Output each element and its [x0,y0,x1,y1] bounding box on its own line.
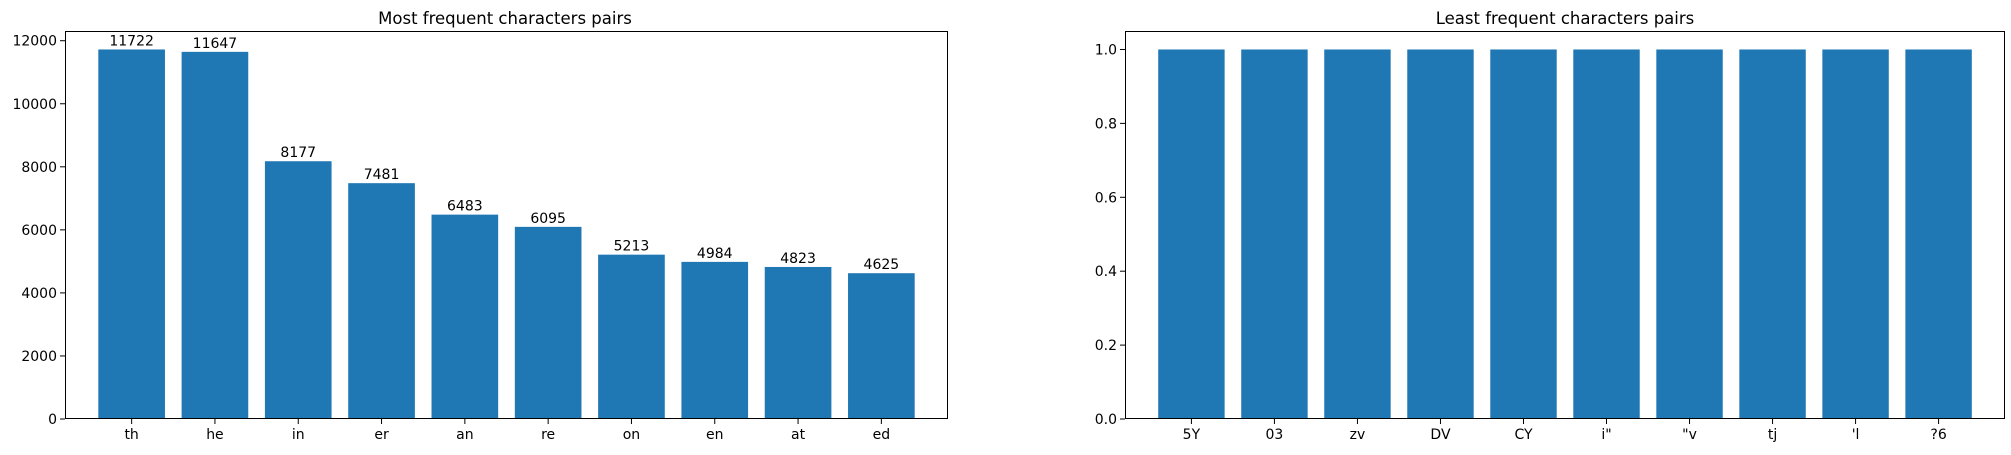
bar-0-2 [264,161,332,420]
x-tick-label: CY [1514,427,1533,443]
x-tick-label: DV [1430,427,1451,443]
x-tick-label: he [206,427,224,443]
x-tick-label: 5Y [1183,427,1201,443]
bar-0-4 [431,214,499,419]
data-label: 8177 [280,145,316,161]
x-tick-label: on [623,427,640,443]
bar-0-1 [181,51,249,420]
x-tick-label: i" [1601,427,1611,443]
x-tick-label: th [124,427,138,443]
x-tick-label: in [292,427,305,443]
data-label: 7481 [364,167,400,183]
y-tick-label: 8000 [21,160,57,176]
bar-1-2 [1324,49,1391,419]
chart-least-frequent-pairs: Least frequent characters pairs 5Y 03 zv DV… [1095,9,2005,443]
x-tick-label: ?6 [1930,427,1946,443]
bar-1-7 [1739,49,1806,419]
x-tick-label: 03 [1266,427,1284,443]
y-tick-label: 2000 [21,349,57,365]
bar-0-3 [348,183,415,419]
data-label: 6483 [447,199,483,215]
data-label: 11722 [109,33,154,49]
bar-1-3 [1407,49,1474,419]
x-tick-label: 'l [1852,427,1860,443]
y-tick-label: 0.0 [1095,412,1117,428]
x-tick-label: er [374,427,389,443]
x-tick-label: tj [1768,427,1777,443]
data-label: 4625 [864,257,900,273]
x-tick-label: at [791,427,806,443]
y-tick-label: 0 [48,412,57,428]
data-label: 11647 [193,36,238,52]
chart-title: Most frequent characters pairs [378,9,632,28]
bar-1-5 [1573,49,1640,419]
y-tick-label: 0.6 [1095,190,1117,206]
bar-1-9 [1905,49,1972,419]
y-tick-label: 6000 [21,223,57,239]
y-tick-label: 0.8 [1095,116,1117,132]
chart-most-frequent-pairs: Most frequent characters pairs th 11722 he… [12,9,948,443]
bar-0-9 [848,273,915,419]
plot-frame [65,31,948,419]
data-label: 4823 [780,251,816,267]
bar-1-4 [1490,49,1557,419]
y-tick-label: 1.0 [1095,42,1117,58]
y-tick-label: 12000 [12,34,57,50]
bar-1-6 [1656,49,1723,419]
plot-frame [1125,31,2005,419]
bar-0-5 [514,226,582,419]
y-tick-label: 4000 [21,286,57,302]
bar-1-0 [1158,49,1225,419]
data-label: 4984 [697,246,733,262]
data-label: 6095 [530,211,566,227]
y-tick-label: 0.2 [1095,338,1117,354]
x-tick-label: "v [1682,427,1697,443]
bar-0-7 [681,261,749,419]
bar-1-1 [1241,49,1308,419]
x-tick-label: an [456,427,473,443]
y-tick-label: 0.4 [1095,264,1117,280]
chart-title: Least frequent characters pairs [1436,9,1695,28]
bar-0-8 [764,266,832,419]
data-label: 5213 [614,239,650,255]
x-tick-label: re [541,427,555,443]
bar-1-8 [1822,49,1889,419]
bar-0-0 [98,49,165,419]
y-tick-label: 10000 [12,97,57,113]
x-tick-label: zv [1350,427,1366,443]
x-tick-label: en [706,427,724,443]
bar-0-6 [598,254,665,419]
x-tick-label: ed [873,427,891,443]
